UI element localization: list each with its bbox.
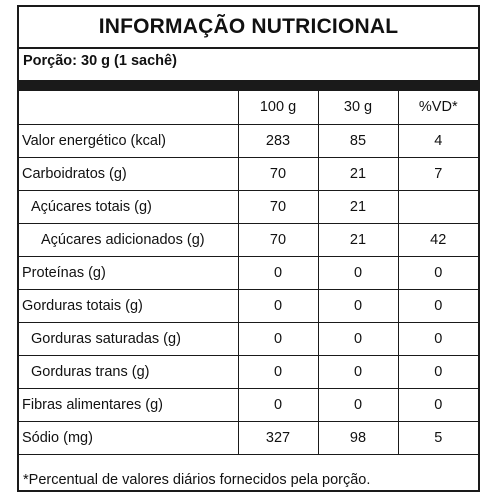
value-100g: 0	[237, 288, 319, 323]
value-100g: 283	[237, 123, 319, 158]
panel-title: INFORMAÇÃO NUTRICIONAL	[98, 15, 399, 38]
table-row: Sódio (mg) 327 98 5	[19, 420, 478, 455]
value-100g: 0	[237, 321, 319, 356]
table-row: Gorduras saturadas (g) 0 0 0	[19, 321, 478, 356]
value-100g: 70	[237, 189, 319, 224]
thick-divider	[19, 80, 478, 91]
table-row: Gorduras totais (g) 0 0 0	[19, 288, 478, 323]
value-100g: 0	[237, 387, 319, 422]
value-vd: 5	[397, 420, 478, 455]
value-30g: 21	[317, 222, 399, 257]
table-header-row: 100 g 30 g %VD*	[19, 91, 478, 125]
value-100g: 70	[237, 222, 319, 257]
column-header-30g: 30 g	[317, 91, 399, 125]
row-label: Gorduras totais (g)	[19, 288, 239, 323]
table-row: Açúcares adicionados (g) 70 21 42	[19, 222, 478, 257]
row-label: Valor energético (kcal)	[19, 123, 239, 158]
footnote: *Percentual de valores diários fornecido…	[23, 472, 371, 488]
value-30g: 21	[317, 189, 399, 224]
value-100g: 327	[237, 420, 319, 455]
table-row: Valor energético (kcal) 283 85 4	[19, 123, 478, 158]
value-30g: 0	[317, 387, 399, 422]
column-header-vd: %VD*	[397, 91, 478, 125]
value-30g: 85	[317, 123, 399, 158]
value-vd: 4	[397, 123, 478, 158]
table-row: Fibras alimentares (g) 0 0 0	[19, 387, 478, 422]
table-row: Gorduras trans (g) 0 0 0	[19, 354, 478, 389]
table-row: Açúcares totais (g) 70 21	[19, 189, 478, 224]
table-row: Proteínas (g) 0 0 0	[19, 255, 478, 290]
nutrition-facts-panel: INFORMAÇÃO NUTRICIONAL Porção: 30 g (1 s…	[17, 5, 480, 492]
value-30g: 0	[317, 255, 399, 290]
row-label: Carboidratos (g)	[19, 156, 239, 191]
value-vd: 7	[397, 156, 478, 191]
value-30g: 21	[317, 156, 399, 191]
value-30g: 0	[317, 321, 399, 356]
value-vd: 0	[397, 321, 478, 356]
value-vd: 0	[397, 354, 478, 389]
value-vd: 42	[397, 222, 478, 257]
portion-size: Porção: 30 g (1 sachê)	[23, 53, 177, 69]
value-100g: 0	[237, 255, 319, 290]
row-label: Açúcares totais (g)	[19, 189, 239, 224]
value-vd: 0	[397, 387, 478, 422]
value-vd	[397, 189, 478, 224]
value-vd: 0	[397, 255, 478, 290]
row-label: Açúcares adicionados (g)	[19, 222, 239, 257]
value-30g: 0	[317, 354, 399, 389]
value-vd: 0	[397, 288, 478, 323]
row-label: Proteínas (g)	[19, 255, 239, 290]
header-empty-cell	[19, 91, 239, 125]
value-30g: 98	[317, 420, 399, 455]
column-header-100g: 100 g	[237, 91, 319, 125]
row-label: Fibras alimentares (g)	[19, 387, 239, 422]
value-30g: 0	[317, 288, 399, 323]
row-label: Gorduras saturadas (g)	[19, 321, 239, 356]
row-label: Sódio (mg)	[19, 420, 239, 455]
row-label: Gorduras trans (g)	[19, 354, 239, 389]
value-100g: 70	[237, 156, 319, 191]
value-100g: 0	[237, 354, 319, 389]
nutrition-table: 100 g 30 g %VD* Valor energético (kcal) …	[19, 91, 478, 455]
title-divider	[19, 47, 478, 49]
table-row: Carboidratos (g) 70 21 7	[19, 156, 478, 191]
